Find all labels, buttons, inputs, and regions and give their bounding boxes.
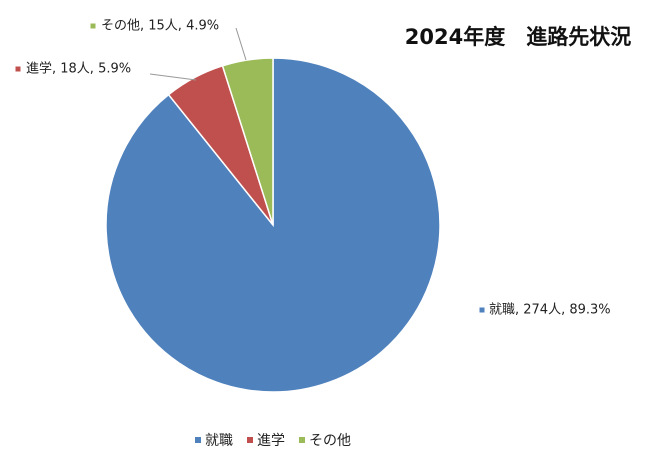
leader-line <box>235 27 247 61</box>
leader-line <box>149 73 197 81</box>
data-label: 進学, 18人, 5.9% <box>26 61 131 77</box>
label-marker <box>90 23 96 29</box>
legend-marker <box>299 437 305 443</box>
label-marker <box>15 66 21 72</box>
data-label: 就職, 274人, 89.3% <box>489 303 611 318</box>
legend-marker <box>247 437 253 443</box>
legend-label: 進学 <box>257 433 285 449</box>
legend-label: 就職 <box>205 433 233 449</box>
pie-slice <box>221 57 274 226</box>
legend-marker <box>195 437 201 443</box>
data-label: その他, 15人, 4.9% <box>101 19 219 34</box>
chart-title: 2024年度 進路先状況 <box>405 25 631 49</box>
legend: 就職 進学 その他 <box>195 433 351 449</box>
legend-label: その他 <box>309 433 351 449</box>
label-marker <box>479 307 485 313</box>
